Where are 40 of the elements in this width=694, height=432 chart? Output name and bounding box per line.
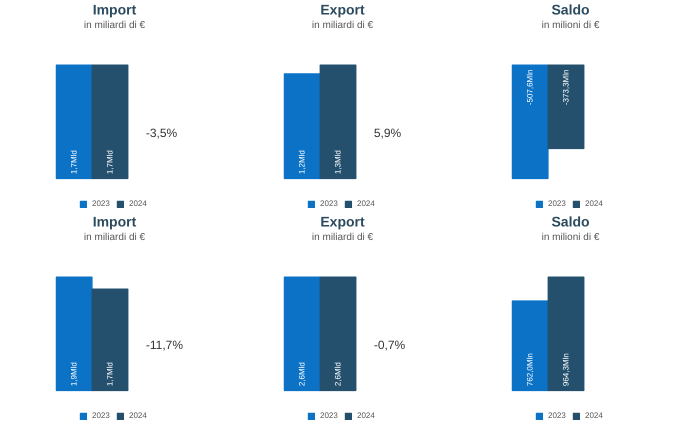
text: 5,9% bbox=[374, 126, 402, 140]
legend-label: 2023 bbox=[92, 411, 111, 420]
data-label: 2,6Mld bbox=[298, 362, 307, 386]
chart-subtitle: in miliardi di € bbox=[312, 20, 374, 31]
legend-label: 2024 bbox=[129, 199, 148, 208]
data-label: 2,6Mld bbox=[334, 362, 343, 386]
data-label: 1,2Mld bbox=[298, 150, 307, 174]
data-label: 1,9Mld bbox=[70, 362, 79, 386]
legend-label: 2024 bbox=[357, 411, 376, 420]
legend-label: 2024 bbox=[357, 199, 376, 208]
legend-label: 2023 bbox=[320, 199, 339, 208]
text: -11,7% bbox=[146, 338, 184, 352]
text: -3,5% bbox=[146, 126, 178, 140]
legend-label: 2023 bbox=[548, 199, 567, 208]
legend-label: 2024 bbox=[585, 199, 604, 208]
chart-title: Export bbox=[320, 1, 366, 18]
text: -0,7% bbox=[374, 338, 406, 352]
data-label: 1,7Mld bbox=[106, 150, 115, 174]
chart-title: Import bbox=[92, 1, 137, 18]
data-label: 1,7Mld bbox=[106, 362, 115, 386]
data-label: -373,3Mln bbox=[562, 70, 571, 106]
chart-title: Export bbox=[320, 213, 366, 230]
legend-label: 2024 bbox=[129, 411, 148, 420]
data-label: 762,0Mln bbox=[526, 353, 535, 386]
chart-subtitle: in milioni di € bbox=[542, 20, 600, 31]
data-label: 1,3Mld bbox=[334, 150, 343, 174]
data-label: 1,7Mld bbox=[70, 150, 79, 174]
chart-subtitle: in milioni di € bbox=[542, 232, 600, 243]
chart-title: Saldo bbox=[551, 213, 590, 230]
chart-subtitle: in miliardi di € bbox=[84, 20, 146, 31]
legend-label: 2023 bbox=[548, 411, 567, 420]
legend-label: 2023 bbox=[320, 411, 339, 420]
chart-subtitle: in miliardi di € bbox=[312, 232, 374, 243]
chart-title: Saldo bbox=[551, 1, 590, 18]
legend-label: 2023 bbox=[92, 199, 111, 208]
data-label: 964,3Mln bbox=[562, 353, 571, 386]
chart-subtitle: in miliardi di € bbox=[84, 232, 146, 243]
chart-title: Import bbox=[92, 213, 137, 230]
data-label: -507,6Mln bbox=[526, 70, 535, 106]
legend-label: 2024 bbox=[585, 411, 604, 420]
